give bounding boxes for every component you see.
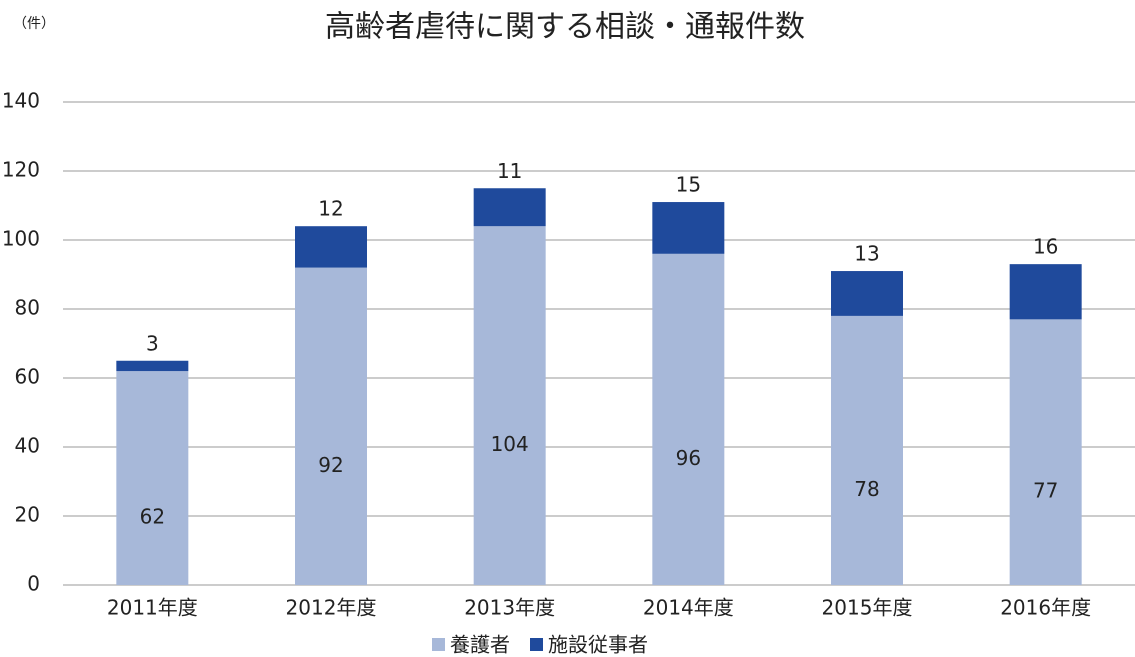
data-label: 3: [146, 331, 159, 355]
bar-segment: [831, 271, 903, 316]
data-label: 62: [140, 505, 165, 529]
x-tick-label: 2014年度: [643, 596, 734, 620]
y-tick-label: 100: [2, 227, 40, 251]
bar-segment: [1009, 319, 1082, 585]
bar-segment: [831, 315, 903, 585]
data-label: 92: [318, 453, 343, 477]
bar-segment: [652, 202, 725, 254]
bar-segment: [473, 226, 546, 585]
legend-swatch: [530, 638, 543, 651]
y-tick-label: 20: [15, 503, 40, 527]
bar-segment: [116, 371, 189, 585]
bar-segment: [473, 188, 546, 227]
data-label: 104: [491, 432, 529, 456]
legend-label: 施設従事者: [548, 633, 648, 657]
y-tick-label: 120: [2, 158, 40, 182]
data-label: 96: [676, 446, 701, 470]
bar-segment: [295, 267, 367, 585]
legend-swatch: [432, 638, 445, 651]
data-label: 15: [676, 173, 701, 197]
y-tick-label: 140: [2, 89, 40, 113]
data-label: 11: [497, 159, 522, 183]
legend-label: 養護者: [450, 633, 510, 657]
bar-segment: [1009, 264, 1082, 320]
bar-segment: [116, 360, 189, 372]
bar-segment: [295, 226, 367, 268]
y-tick-label: 60: [15, 365, 40, 389]
bar-segment: [652, 253, 725, 586]
x-tick-label: 2011年度: [107, 596, 198, 620]
data-label: 16: [1033, 235, 1058, 259]
data-label: 13: [854, 242, 879, 266]
y-tick-label: 40: [15, 434, 40, 458]
y-tick-label: 80: [15, 296, 40, 320]
chart-title: 高齢者虐待に関する相談・通報件数: [325, 10, 805, 45]
x-tick-label: 2013年度: [464, 596, 555, 620]
x-tick-label: 2016年度: [1000, 596, 1091, 620]
data-label: 78: [854, 477, 879, 501]
data-label: 12: [318, 197, 343, 221]
x-tick-label: 2015年度: [822, 596, 913, 620]
y-tick-label: 0: [27, 572, 40, 596]
y-unit: （件）: [13, 16, 55, 32]
x-tick-label: 2012年度: [286, 596, 377, 620]
data-label: 77: [1033, 479, 1058, 503]
